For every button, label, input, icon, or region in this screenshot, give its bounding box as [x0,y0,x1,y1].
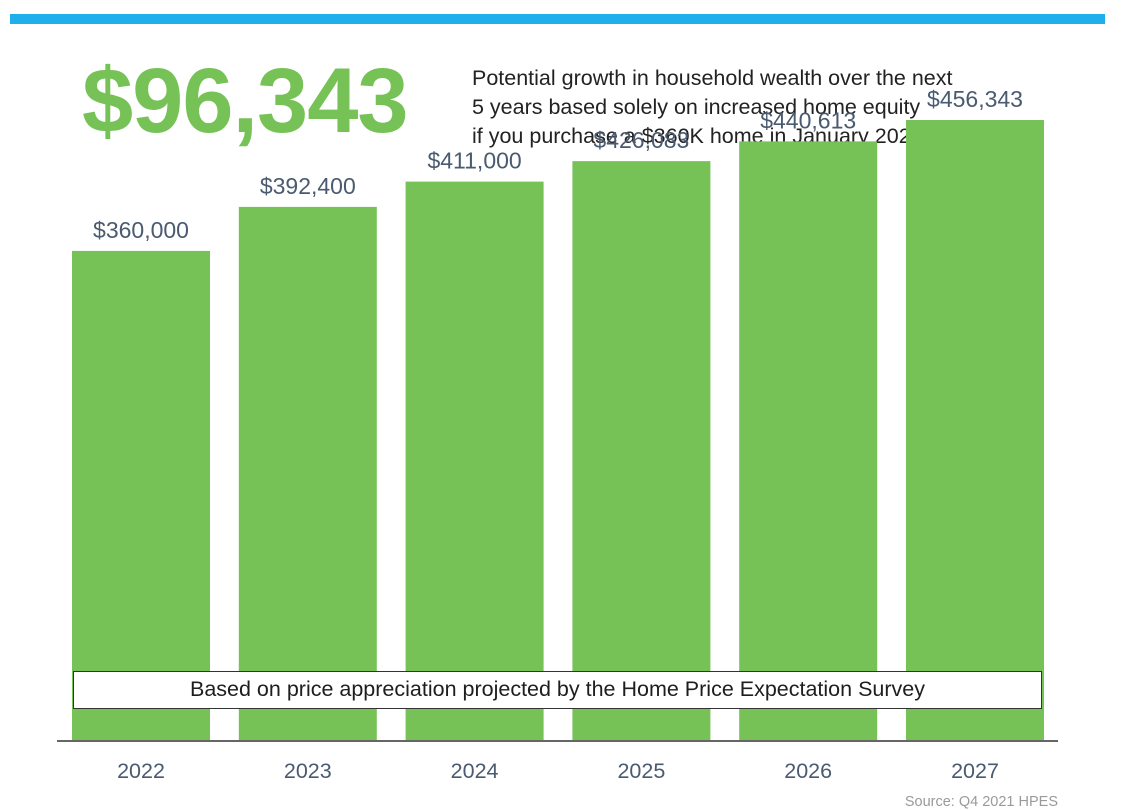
bar-value-label: $426,083 [593,127,689,153]
bar-2026 [739,141,878,740]
bar-value-label: $456,343 [927,86,1023,112]
x-tick-label: 2027 [951,759,999,783]
bar-2025 [572,161,711,740]
description-line: Potential growth in household wealth ove… [472,66,953,90]
bar-2024 [405,181,544,740]
bar-value-label: $392,400 [260,173,356,199]
bar-2023 [238,206,377,740]
top-accent-bar [10,14,1105,24]
footnote-box: Based on price appreciation projected by… [73,671,1042,709]
headline-value: $96,343 [82,50,409,152]
x-tick-label: 2023 [284,759,332,783]
bar-2027 [906,120,1044,741]
x-tick-label: 2025 [617,759,665,783]
x-tick-label: 2026 [784,759,832,783]
description-line: 5 years based solely on increased home e… [472,95,921,119]
x-tick-label: 2022 [117,759,165,783]
bar-value-label: $411,000 [427,148,521,174]
source-note: Source: Q4 2021 HPES [904,794,1058,810]
chart-description: Potential growth in household wealth ove… [472,64,1072,151]
bar-value-label: $360,000 [93,217,189,243]
x-tick-label: 2024 [451,759,499,783]
bar-2022 [72,250,210,741]
bar-value-label: $440,613 [760,107,856,133]
